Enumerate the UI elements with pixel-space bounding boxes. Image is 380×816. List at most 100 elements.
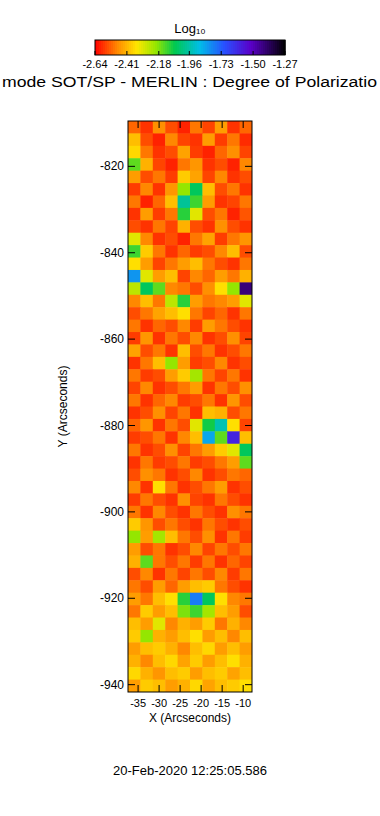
cell: [178, 605, 191, 618]
cell: [215, 630, 228, 643]
cell: [240, 518, 252, 531]
cell: [227, 183, 240, 196]
cell: [215, 344, 228, 357]
cell: [227, 605, 240, 618]
cell: [190, 407, 203, 420]
cell: [227, 456, 240, 469]
cell: [227, 655, 240, 668]
colorbar-frame: [95, 40, 285, 55]
cell: [128, 531, 141, 544]
cell: [140, 543, 153, 556]
x-tick: [138, 685, 139, 692]
cell: [190, 133, 203, 146]
colorbar-tick: [253, 51, 254, 55]
cell: [240, 680, 252, 692]
colorbar-tick-label: -1.96: [177, 58, 202, 70]
cell: [202, 680, 215, 692]
cell: [215, 655, 228, 668]
colorbar-title: Log₁₀: [174, 21, 205, 36]
cell: [153, 220, 166, 233]
cell: [202, 431, 215, 444]
cell: [140, 394, 153, 407]
cell: [128, 667, 141, 680]
date-annotation: 20-Feb-2020 12:25:05.586: [113, 763, 267, 778]
cell: [128, 208, 141, 221]
cell: [240, 171, 252, 184]
cell: [153, 320, 166, 333]
cell: [178, 146, 191, 159]
cell: [227, 419, 240, 432]
cell: [227, 369, 240, 382]
cell: [178, 208, 191, 221]
cell: [128, 394, 141, 407]
cell: [227, 493, 240, 506]
cell: [240, 456, 252, 469]
cell: [178, 195, 191, 208]
cell: [240, 481, 252, 494]
cell: [240, 394, 252, 407]
cell: [215, 121, 228, 134]
cell: [227, 121, 240, 134]
cell: [140, 431, 153, 444]
cell: [190, 568, 203, 581]
cell: [202, 208, 215, 221]
cell: [190, 618, 203, 631]
cell: [240, 469, 252, 482]
cell: [153, 183, 166, 196]
cell: [178, 394, 191, 407]
x-tick-label: -35: [130, 697, 146, 709]
cell: [140, 208, 153, 221]
y-tick-label: -860: [100, 332, 124, 346]
cell: [240, 307, 252, 320]
cell: [240, 407, 252, 420]
cell: [128, 344, 141, 357]
cell: [165, 469, 178, 482]
cell: [128, 369, 141, 382]
cell: [227, 642, 240, 655]
cell: [165, 220, 178, 233]
cell: [240, 121, 252, 134]
cell: [165, 183, 178, 196]
cell: [153, 233, 166, 246]
cell: [140, 630, 153, 643]
cell: [202, 195, 215, 208]
cell: [178, 506, 191, 519]
cell: [227, 680, 240, 692]
cell: [153, 407, 166, 420]
cell: [240, 431, 252, 444]
cell: [140, 320, 153, 333]
cell: [165, 344, 178, 357]
cell: [153, 369, 166, 382]
cell: [215, 444, 228, 457]
cell: [227, 171, 240, 184]
cell: [140, 667, 153, 680]
cell: [215, 245, 228, 258]
cell: [202, 158, 215, 171]
cell: [165, 568, 178, 581]
cell: [153, 258, 166, 271]
cell: [153, 431, 166, 444]
cell: [153, 642, 166, 655]
y-tick: [128, 339, 135, 340]
cell: [190, 444, 203, 457]
y-tick-label: -840: [100, 246, 124, 260]
cell: [153, 295, 166, 308]
cell: [178, 618, 191, 631]
x-tick: [222, 121, 223, 128]
cell: [227, 133, 240, 146]
cell: [178, 555, 191, 568]
x-tick: [222, 685, 223, 692]
cell: [165, 208, 178, 221]
cell: [140, 593, 153, 606]
cell: [140, 555, 153, 568]
y-tick: [245, 684, 252, 685]
colorbar-tick: [126, 51, 127, 55]
cell: [140, 133, 153, 146]
cell: [165, 593, 178, 606]
cell: [128, 431, 141, 444]
x-tick: [138, 121, 139, 128]
cell: [190, 605, 203, 618]
cell: [128, 580, 141, 593]
cell: [128, 630, 141, 643]
colorbar-tick: [189, 51, 190, 55]
